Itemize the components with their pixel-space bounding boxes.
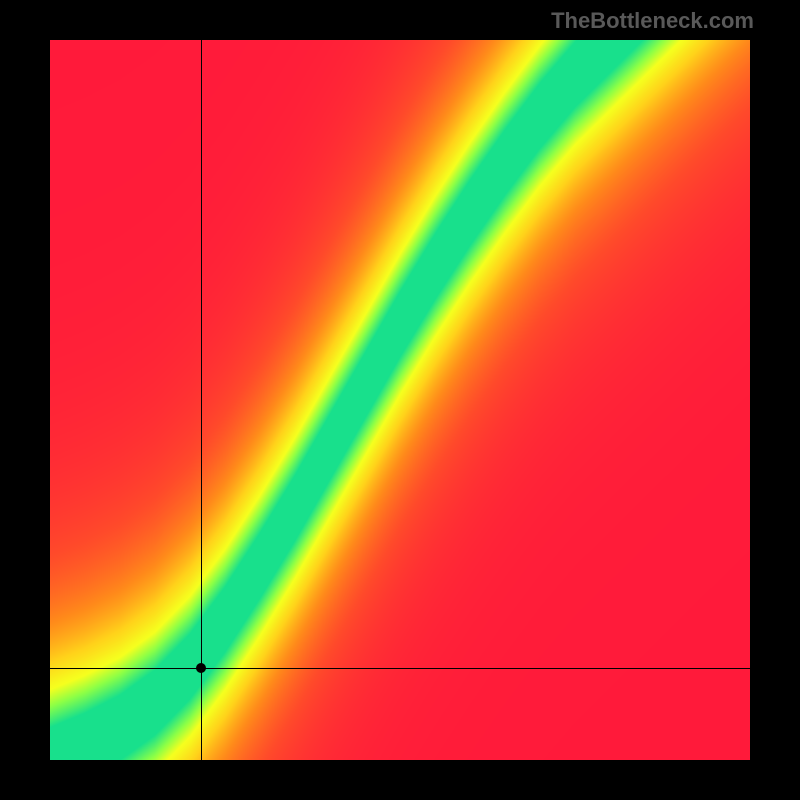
plot-area bbox=[50, 40, 750, 760]
crosshair-horizontal bbox=[50, 668, 750, 669]
watermark-text: TheBottleneck.com bbox=[551, 8, 754, 34]
crosshair-vertical bbox=[201, 40, 202, 760]
crosshair-marker bbox=[196, 663, 206, 673]
chart-container: TheBottleneck.com bbox=[0, 0, 800, 800]
heatmap-canvas bbox=[50, 40, 750, 760]
